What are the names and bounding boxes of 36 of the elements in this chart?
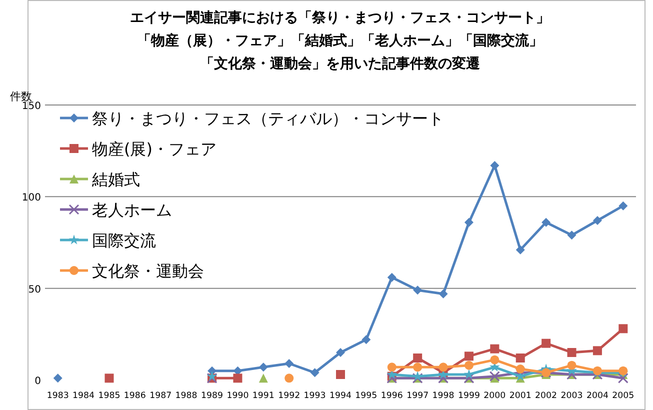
x-tick-label: 1989	[201, 391, 224, 401]
legend-label: 国際交流	[92, 231, 156, 250]
y-tick-label: 50	[28, 284, 41, 296]
x-tick-label: 1985	[98, 391, 120, 401]
x-tick-label: 1987	[150, 391, 172, 401]
legend-label: 結婚式	[91, 170, 140, 189]
chart-title: エイサー関連記事における「祭り・まつり・フェス・コンサート」	[130, 10, 550, 26]
y-tick-label: 100	[22, 192, 41, 204]
x-tick-label: 2000	[484, 391, 506, 401]
y-tick-label: 150	[22, 101, 41, 112]
x-tick-label: 2005	[612, 391, 634, 401]
x-tick-label: 1990	[226, 391, 249, 401]
y-tick-label: 0	[34, 376, 41, 387]
x-tick-label: 1998	[432, 391, 454, 401]
x-tick-label: 1984	[72, 391, 95, 401]
x-tick-label: 2002	[535, 391, 558, 401]
x-tick-label: 1992	[278, 391, 300, 401]
x-tick-label: 1999	[458, 391, 480, 401]
x-tick-label: 1994	[330, 391, 352, 401]
legend-label: 祭り・まつり・フェス（ティバル）・コンサート	[92, 109, 444, 128]
x-tick-label: 1997	[406, 391, 429, 401]
legend-label: 老人ホーム	[92, 200, 172, 220]
x-tick-label: 2004	[586, 391, 608, 401]
legend-label: 文化祭・運動会	[92, 262, 204, 280]
y-axis-title: 件数	[10, 90, 32, 103]
x-tick-label: 1996	[380, 391, 403, 401]
x-tick-label: 2003	[560, 391, 583, 401]
x-tick-label: 1983	[46, 391, 69, 401]
chart-subtitle: 「物産（展）・フェア」「結婚式」「老人ホーム」「国際交流」「文化祭・運動会」を用いた記事件数の変遷	[137, 32, 543, 72]
x-tick-label: 2001	[509, 391, 532, 401]
legend-label: 物産(展)・フェア	[92, 140, 216, 158]
x-tick-label: 1991	[252, 391, 274, 401]
x-tick-label: 1993	[304, 391, 326, 401]
x-tick-label: 1995	[355, 391, 378, 401]
x-tick-label: 1986	[124, 391, 146, 401]
x-tick-label: 1988	[175, 391, 198, 401]
